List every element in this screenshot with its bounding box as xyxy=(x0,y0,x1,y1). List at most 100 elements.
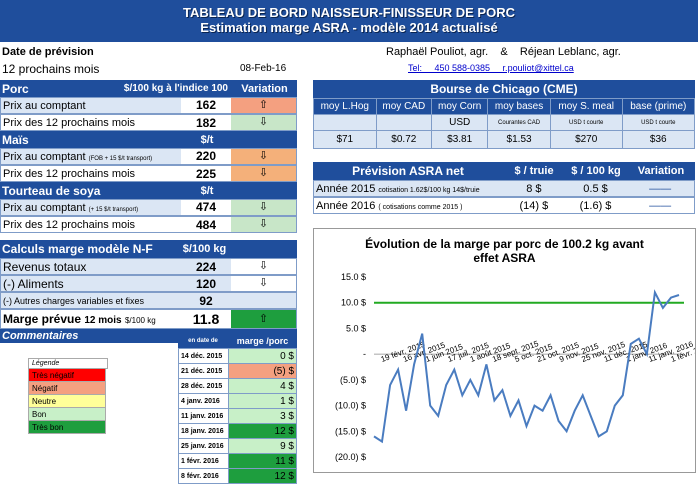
arrow-down-icon: ⇩ xyxy=(258,150,269,162)
history-date-header: en date de xyxy=(188,338,218,344)
history-value: 12 $ xyxy=(228,468,297,484)
soya-12m-label: Prix des 12 prochains mois xyxy=(3,218,136,231)
forecast-date: 08-Feb-16 xyxy=(240,63,287,74)
history-value: 1 $ xyxy=(228,393,297,409)
mais-spot-value: 220 xyxy=(181,149,231,164)
cme-title: Bourse de Chicago (CME) xyxy=(313,80,695,98)
y-tick-label: - xyxy=(363,349,366,359)
marge-row: Marge prévue 12 mois $/100 kg 11.8 ⇧ xyxy=(0,309,297,329)
history-value: 9 $ xyxy=(228,438,297,454)
arrow-down-icon: ⇩ xyxy=(258,260,269,272)
legend-item: Très bon xyxy=(28,421,106,434)
history-row: 1 févr. 2016 11 $ xyxy=(178,453,297,469)
mais-title: Maïs xyxy=(2,132,29,147)
cme-headers-cell: moy S. meal xyxy=(549,98,623,115)
porc-title: Porc xyxy=(2,81,29,96)
calc-row-revenue: Revenus totaux 224 ⇩ xyxy=(0,258,297,275)
price-panel: Porc $/100 kg à l'indice 100 Variation P… xyxy=(0,80,297,233)
asra-col2: $ / 100 kg xyxy=(571,165,621,177)
cme-headers-cell: moy bases xyxy=(487,98,551,115)
other-value: 92 xyxy=(199,293,213,308)
other-label: (-) Autres charges variables et fixes xyxy=(3,295,145,306)
authors: Raphaël Pouliot, agr. & Réjean Leblanc, … xyxy=(386,46,621,58)
legend-item: Neutre xyxy=(28,395,106,408)
mais-12m-variation: ⇩ xyxy=(231,166,296,181)
history-row: 28 déc. 2015 4 $ xyxy=(178,378,297,394)
arrow-up-icon: ⇧ xyxy=(258,99,269,111)
legend-title: Légende xyxy=(28,358,108,369)
legend-item: Très négatif xyxy=(28,369,106,382)
banner-title: TABLEAU DE BORD NAISSEUR-FINISSEUR DE PO… xyxy=(182,5,515,20)
history-value: 3 $ xyxy=(228,408,297,424)
cme-values-cell: $71 xyxy=(313,130,377,149)
soya-unit: $/t xyxy=(200,184,214,197)
revenue-label: Revenus totaux xyxy=(3,259,87,274)
cme-headers-cell: moy CAD xyxy=(375,98,433,115)
marge-variation: ⇧ xyxy=(231,310,296,328)
commentaires-title: Commentaires xyxy=(2,330,79,342)
asra-title: Prévision ASRA net xyxy=(352,164,464,178)
history-marge-header: marge /porc xyxy=(236,336,289,346)
porc-spot-value: 162 xyxy=(181,98,231,113)
cme-panel: Bourse de Chicago (CME) moy L.Hog moy CAD… xyxy=(313,80,696,149)
mais-12m-value: 225 xyxy=(195,166,217,181)
soya-row-spot: Prix au comptant (+ 15 $/t transport) 47… xyxy=(0,199,297,216)
history-date: 11 janv. 2016 xyxy=(178,408,229,424)
variation-header: Variation xyxy=(241,82,288,95)
asra-row: Année 2015 cotisation 1.62$/100 kg 14$/t… xyxy=(313,180,695,197)
arrow-down-icon: ⇩ xyxy=(258,116,269,128)
porc-row-spot: Prix au comptant 162 ⇧ xyxy=(0,97,297,114)
mais-spot-label: Prix au comptant (FOB + 15 $/t transport… xyxy=(3,150,153,163)
feed-label: (-) Aliments xyxy=(3,276,64,291)
mais-12m-label: Prix des 12 prochains mois xyxy=(3,167,136,180)
cme-table: moy L.Hog moy CAD moy Corn moy bases moy S. … xyxy=(313,98,696,149)
asra-row-variation: —— xyxy=(649,199,672,212)
y-tick-label: 15.0 $ xyxy=(341,272,366,282)
porc-spot-variation: ⇧ xyxy=(231,98,296,113)
history-value: 12 $ xyxy=(228,423,297,439)
history-date: 4 janv. 2016 xyxy=(178,393,229,409)
history-date: 21 déc. 2015 xyxy=(178,363,229,379)
revenue-variation: ⇩ xyxy=(231,259,296,274)
history-value: 4 $ xyxy=(228,378,297,394)
arrow-down-icon: ⇩ xyxy=(258,218,269,230)
date-label: Date de prévision xyxy=(2,46,94,58)
arrow-down-icon: ⇩ xyxy=(258,277,269,289)
cme-headers-cell: moy Corn xyxy=(431,98,489,115)
margin-chart: Évolution de la marge par porc de 100.2 … xyxy=(313,228,696,473)
legend: Légende Très négatif Négatif Neutre Bon Très… xyxy=(28,358,108,434)
soya-spot-variation: ⇩ xyxy=(231,200,296,215)
soya-12m-variation: ⇩ xyxy=(231,217,296,232)
cme-headers-cell: base (prime) xyxy=(621,98,696,115)
cme-values-cell: $0.72 xyxy=(375,130,433,149)
cme-headers-cell: moy L.Hog xyxy=(313,98,377,115)
margin-series-line xyxy=(373,289,680,444)
marge-value: 11.8 xyxy=(192,311,220,327)
arrow-down-icon: ⇩ xyxy=(258,201,269,213)
asra-row-100kg: 0.5 $ xyxy=(583,182,608,195)
history-date: 28 déc. 2015 xyxy=(178,378,229,394)
history-date: 18 janv. 2016 xyxy=(178,423,229,439)
feed-value: 120 xyxy=(195,276,217,291)
calc-unit: $/100 kg xyxy=(182,243,227,255)
horizon-label: 12 prochains mois xyxy=(2,62,100,76)
y-tick-label: (20.0) $ xyxy=(335,452,366,462)
porc-unit: $/100 kg à l'indice 100 xyxy=(123,83,228,94)
porc-row-12m: Prix des 12 prochains mois 182 ⇩ xyxy=(0,114,297,131)
contact-link[interactable]: Tel: 450 588-0385 r.pouliot@xittel.ca xyxy=(408,63,574,73)
porc-header: Porc $/100 kg à l'indice 100 Variation xyxy=(0,80,297,97)
legend-item: Négatif xyxy=(28,382,106,395)
history-date: 14 déc. 2015 xyxy=(178,348,229,364)
soya-spot-label: Prix au comptant (+ 15 $/t transport) xyxy=(3,201,139,214)
history-row: 25 janv. 2016 9 $ xyxy=(178,438,297,454)
history-row: 11 janv. 2016 3 $ xyxy=(178,408,297,424)
porc-12m-label: Prix des 12 prochains mois xyxy=(3,116,136,129)
cme-sub-cell: USD t courte xyxy=(621,114,696,131)
history-date: 1 févr. 2016 xyxy=(178,453,229,469)
calc-header: Calculs marge modèle N-F $/100 kg xyxy=(0,240,297,258)
banner-subtitle: Estimation marge ASRA - modèle 2014 actu… xyxy=(200,20,498,35)
asra-row-truie: 8 $ xyxy=(526,182,542,195)
asra-row-label: Année 2016 ( cotisations comme 2015 ) xyxy=(316,199,463,212)
mais-row-12m: Prix des 12 prochains mois 225 ⇩ xyxy=(0,165,297,182)
y-tick-label: (15.0) $ xyxy=(335,426,366,436)
